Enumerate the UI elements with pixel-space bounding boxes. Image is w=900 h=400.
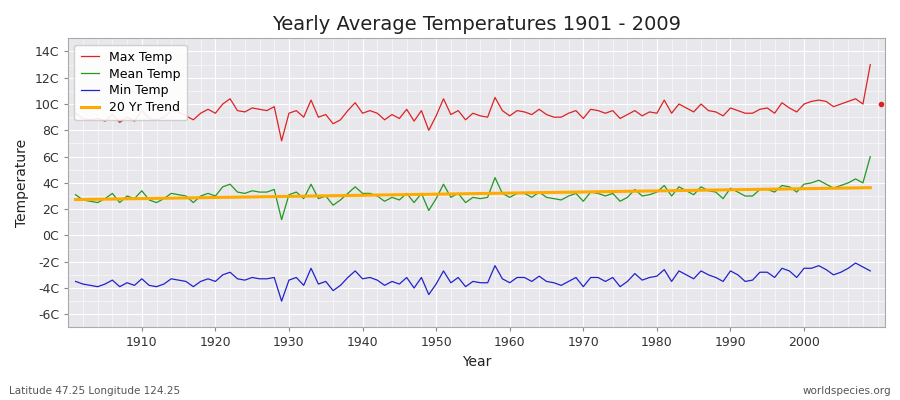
Legend: Max Temp, Mean Temp, Min Temp, 20 Yr Trend: Max Temp, Mean Temp, Min Temp, 20 Yr Tre… xyxy=(75,44,187,120)
Max Temp xyxy=(298,115,309,120)
20 Yr Trend xyxy=(497,191,508,196)
Max Temp xyxy=(865,62,876,67)
Mean Temp xyxy=(512,191,523,196)
Mean Temp xyxy=(129,196,140,201)
Mean Temp xyxy=(70,192,81,197)
Min Temp xyxy=(298,283,309,288)
Mean Temp xyxy=(600,194,611,198)
Line: Mean Temp: Mean Temp xyxy=(76,156,870,220)
20 Yr Trend xyxy=(335,193,346,198)
Min Temp xyxy=(504,280,515,285)
20 Yr Trend xyxy=(70,197,81,202)
Line: Max Temp: Max Temp xyxy=(76,65,870,141)
Mean Temp xyxy=(865,154,876,159)
Text: worldspecies.org: worldspecies.org xyxy=(803,386,891,396)
20 Yr Trend xyxy=(504,191,515,196)
Text: Latitude 47.25 Longitude 124.25: Latitude 47.25 Longitude 124.25 xyxy=(9,386,180,396)
Min Temp xyxy=(850,261,861,266)
X-axis label: Year: Year xyxy=(462,355,491,369)
Min Temp xyxy=(865,268,876,273)
Mean Temp xyxy=(298,196,309,201)
Max Temp xyxy=(70,111,81,116)
Max Temp xyxy=(512,108,523,113)
Min Temp xyxy=(70,279,81,284)
20 Yr Trend xyxy=(865,185,876,190)
Min Temp xyxy=(342,275,353,280)
Max Temp xyxy=(129,119,140,124)
Min Temp xyxy=(512,275,523,280)
Max Temp xyxy=(276,138,287,143)
Max Temp xyxy=(504,114,515,118)
Max Temp xyxy=(600,111,611,116)
20 Yr Trend xyxy=(592,189,603,194)
Mean Temp xyxy=(342,191,353,196)
Min Temp xyxy=(600,279,611,284)
20 Yr Trend xyxy=(291,194,302,199)
Mean Temp xyxy=(504,195,515,200)
Title: Yearly Average Temperatures 1901 - 2009: Yearly Average Temperatures 1901 - 2009 xyxy=(272,15,681,34)
Mean Temp xyxy=(276,217,287,222)
Y-axis label: Temperature: Temperature xyxy=(15,139,29,227)
Line: 20 Yr Trend: 20 Yr Trend xyxy=(76,188,870,200)
20 Yr Trend xyxy=(129,196,140,201)
Min Temp xyxy=(129,283,140,288)
Line: Min Temp: Min Temp xyxy=(76,263,870,301)
Min Temp xyxy=(276,299,287,304)
Max Temp xyxy=(342,108,353,113)
